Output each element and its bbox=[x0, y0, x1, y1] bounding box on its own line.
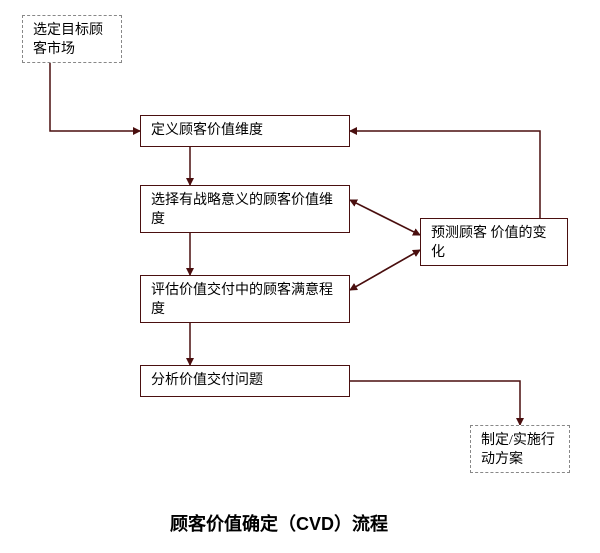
diagram-title: 顾客价值确定（CVD）流程 bbox=[170, 510, 388, 536]
node-label: 预测顾客 价值的变化 bbox=[431, 226, 547, 260]
edge-e1 bbox=[50, 63, 140, 131]
node-label: 选定目标顾客市场 bbox=[33, 23, 103, 57]
edge-e10 bbox=[350, 381, 520, 425]
node-analyze-delivery-issues: 分析价值交付问题 bbox=[140, 365, 350, 397]
node-select-strategic-dimensions: 选择有战略意义的顾客价值维度 bbox=[140, 185, 350, 233]
node-evaluate-satisfaction: 评估价值交付中的顾客满意程度 bbox=[140, 275, 350, 323]
node-label: 分析价值交付问题 bbox=[151, 373, 263, 388]
edge-e8 bbox=[350, 200, 420, 235]
flowchart-canvas: 选定目标顾客市场 定义顾客价值维度 选择有战略意义的顾客价值维度 评估价值交付中… bbox=[0, 0, 600, 553]
node-label: 评估价值交付中的顾客满意程度 bbox=[151, 283, 333, 317]
node-label: 定义顾客价值维度 bbox=[151, 123, 263, 138]
node-action-plan: 制定/实施行动方案 bbox=[470, 425, 570, 473]
node-label: 选择有战略意义的顾客价值维度 bbox=[151, 193, 333, 227]
node-predict-value-change: 预测顾客 价值的变化 bbox=[420, 218, 568, 266]
node-label: 制定/实施行动方案 bbox=[481, 433, 555, 467]
node-define-value-dimensions: 定义顾客价值维度 bbox=[140, 115, 350, 147]
edge-e9 bbox=[350, 131, 540, 218]
edge-e7 bbox=[350, 250, 420, 290]
node-select-target-market: 选定目标顾客市场 bbox=[22, 15, 122, 63]
edge-e5 bbox=[350, 200, 420, 235]
edge-e6 bbox=[350, 250, 420, 290]
